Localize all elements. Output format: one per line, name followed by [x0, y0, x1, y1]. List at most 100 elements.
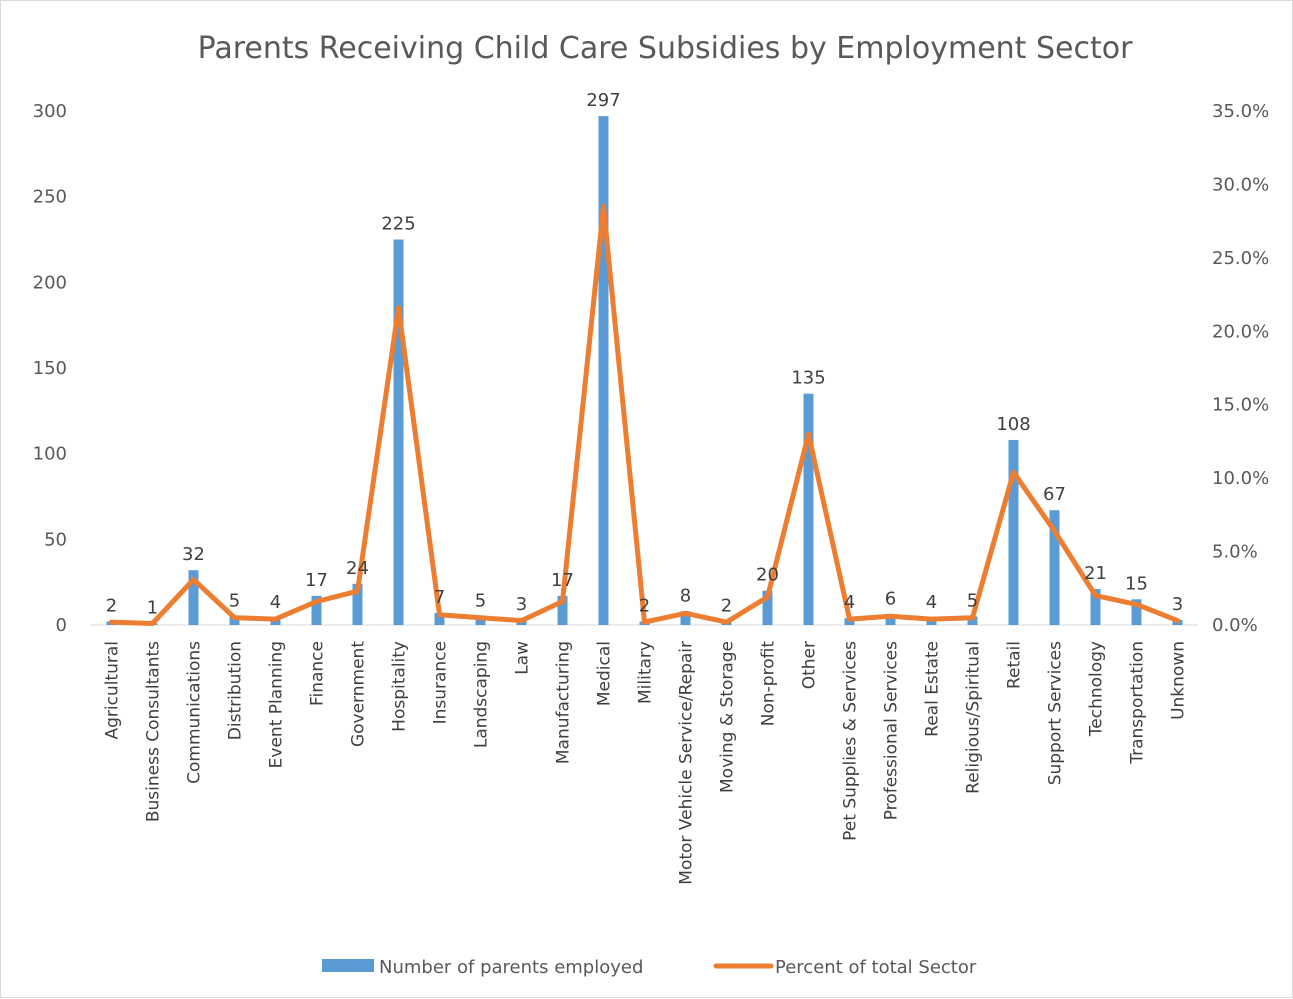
left-tick-label: 100 — [33, 444, 67, 465]
data-label: 5 — [967, 590, 978, 611]
data-label: 4 — [844, 592, 855, 613]
bar — [188, 570, 199, 625]
data-label: 7 — [434, 587, 445, 608]
data-label: 1 — [147, 597, 158, 618]
bar — [803, 393, 814, 625]
category-axis: Agricultural Business Consultants Communic… — [103, 641, 1189, 885]
category-label: Distribution — [226, 641, 246, 740]
data-label: 17 — [551, 570, 574, 591]
category-label: Moving & Storage — [718, 641, 738, 793]
left-tick-label: 150 — [33, 358, 67, 379]
right-tick-label: 5.0% — [1212, 542, 1258, 563]
category-label: Retail — [1005, 641, 1025, 689]
category-label: Finance — [308, 641, 328, 706]
category-label: Business Consultants — [144, 641, 164, 822]
right-tick-label: 0.0% — [1212, 615, 1258, 636]
data-label: 225 — [381, 214, 415, 235]
data-label: 6 — [885, 589, 896, 610]
category-label: Unknown — [1169, 641, 1189, 720]
category-label: Landscaping — [472, 641, 492, 748]
bar — [1090, 589, 1101, 625]
bar — [1008, 439, 1019, 625]
bar — [598, 116, 609, 625]
bar — [967, 616, 978, 625]
category-label: Other — [800, 641, 820, 689]
left-tick-label: 250 — [33, 187, 67, 208]
data-label: 8 — [680, 585, 691, 606]
legend-swatch-bar — [322, 959, 374, 972]
right-tick-label: 10.0% — [1212, 468, 1269, 489]
data-label: 108 — [996, 414, 1030, 435]
data-label: 4 — [270, 592, 281, 613]
bar-series — [106, 116, 1183, 625]
category-label: Motor Vehicle Service/Repair — [677, 641, 697, 885]
data-label: 2 — [639, 596, 650, 617]
category-label: Government — [349, 641, 369, 747]
category-label: Religious/Spiritual — [964, 641, 984, 794]
data-label: 4 — [926, 592, 937, 613]
left-tick-label: 300 — [33, 101, 67, 122]
right-tick-label: 25.0% — [1212, 248, 1269, 269]
right-y-axis: 0.0% 5.0% 10.0% 15.0% 20.0% 25.0% 30.0% 35.0% — [1212, 101, 1269, 636]
bar — [352, 583, 363, 625]
category-label: Medical — [595, 641, 615, 706]
category-label: Real Estate — [923, 641, 943, 737]
data-label: 135 — [791, 368, 825, 389]
category-label: Manufacturing — [554, 641, 574, 764]
data-label: 32 — [182, 544, 205, 565]
category-label: Event Planning — [267, 641, 287, 768]
left-tick-label: 0 — [56, 615, 67, 636]
right-tick-label: 20.0% — [1212, 321, 1269, 342]
category-label: Pet Supplies & Services — [841, 641, 861, 841]
bar — [885, 614, 896, 625]
category-label: Law — [513, 641, 533, 675]
data-label: 3 — [1172, 594, 1183, 615]
right-tick-label: 35.0% — [1212, 101, 1269, 122]
line-series — [109, 204, 1180, 626]
data-label: 3 — [516, 594, 527, 615]
bar — [229, 616, 240, 625]
left-tick-label: 200 — [33, 272, 67, 293]
legend: Number of parents employed Percent of to… — [322, 957, 977, 978]
data-label: 15 — [1125, 573, 1148, 594]
data-label: 24 — [346, 558, 369, 579]
bar — [762, 590, 773, 625]
right-tick-label: 30.0% — [1212, 174, 1269, 195]
data-label: 67 — [1043, 484, 1066, 505]
category-label: Non-profit — [759, 641, 779, 727]
category-label: Agricultural — [103, 641, 123, 740]
bar — [1131, 599, 1142, 625]
data-label: 5 — [475, 590, 486, 611]
bar — [311, 595, 322, 625]
legend-label-bar: Number of parents employed — [379, 957, 643, 978]
data-label: 17 — [305, 570, 328, 591]
bar — [1049, 510, 1060, 625]
bar — [680, 611, 691, 625]
right-tick-label: 15.0% — [1212, 395, 1269, 416]
bar — [393, 239, 404, 625]
category-label: Communications — [185, 641, 205, 784]
data-label: 2 — [721, 596, 732, 617]
data-label: 5 — [229, 590, 240, 611]
data-label: 20 — [756, 565, 779, 586]
left-tick-label: 50 — [44, 529, 67, 550]
data-label: 2 — [106, 596, 117, 617]
series-line — [109, 204, 1180, 626]
category-label: Transportation — [1128, 641, 1148, 765]
category-label: Insurance — [431, 641, 451, 724]
category-label: Support Services — [1046, 641, 1066, 785]
bar — [557, 595, 568, 625]
legend-label-line: Percent of total Sector — [775, 957, 977, 978]
category-label: Professional Services — [882, 641, 902, 820]
bar — [434, 613, 445, 625]
chart-title: Parents Receiving Child Care Subsidies b… — [198, 31, 1134, 66]
bar — [475, 616, 486, 625]
category-label: Military — [636, 641, 656, 704]
data-label: 297 — [586, 90, 620, 111]
data-label: 21 — [1084, 563, 1107, 584]
category-label: Technology — [1087, 641, 1107, 737]
left-y-axis: 0 50 100 150 200 250 300 — [33, 101, 67, 636]
